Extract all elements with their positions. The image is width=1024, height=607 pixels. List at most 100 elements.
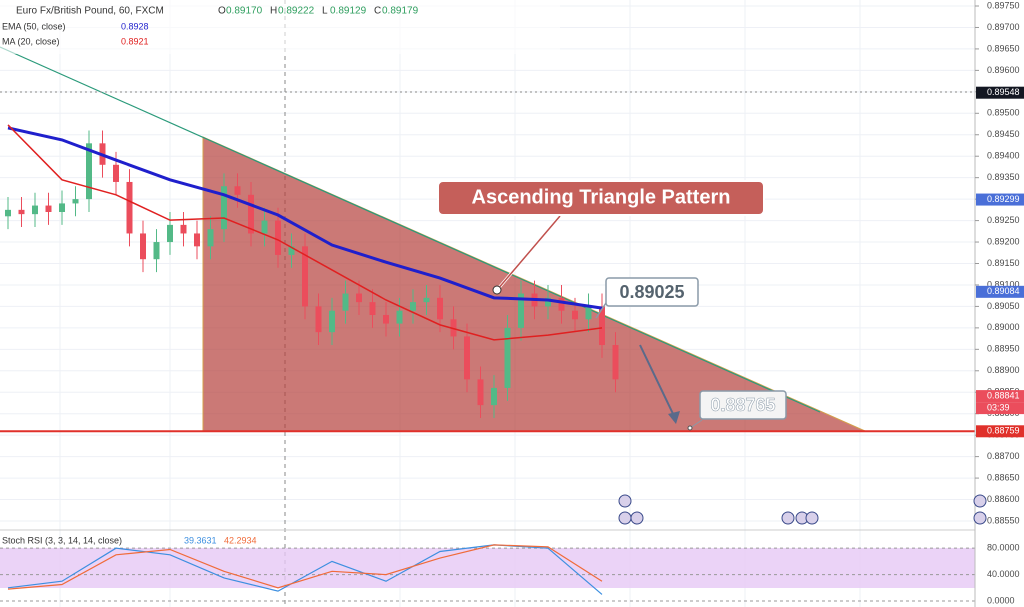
rsi-pane: 80.0000 40.0000 0.0000 xyxy=(0,543,1020,605)
candle-body xyxy=(504,327,511,388)
y-tick-label: 0.89050 xyxy=(987,301,1020,311)
price-label: 0.89299 xyxy=(987,194,1020,204)
candle-body xyxy=(153,242,160,260)
candle-body xyxy=(194,233,200,247)
candle-body xyxy=(180,224,187,234)
y-tick-label: 0.89700 xyxy=(987,22,1020,32)
price-label-box xyxy=(976,193,1024,206)
trend-line xyxy=(0,46,821,413)
candle-body xyxy=(207,229,214,247)
y-tick-label: 0.89750 xyxy=(987,0,1020,10)
price-label: 0.88841 xyxy=(987,390,1020,400)
candle-body xyxy=(126,181,133,234)
annotation: Ascending Triangle Pattern xyxy=(472,186,731,208)
candle-body xyxy=(86,143,92,200)
candle-body xyxy=(315,306,322,333)
candle-body xyxy=(612,345,619,380)
y-tick-label: 80.0000 xyxy=(987,543,1020,553)
annotation: 0.88765 xyxy=(710,395,775,415)
candle-body xyxy=(518,293,524,328)
candle-body xyxy=(275,220,281,255)
y-tick-label: 0.88550 xyxy=(987,515,1020,525)
y-tick-label: 0.89200 xyxy=(987,236,1020,246)
y-tick-label: 0.89150 xyxy=(987,258,1020,268)
rsi-band xyxy=(0,548,975,588)
indicator-value: 0.8921 xyxy=(121,36,149,46)
candle-body xyxy=(585,306,592,320)
indicator-value: 39.3631 xyxy=(184,535,217,545)
candle-body xyxy=(221,186,227,230)
y-tick-label: 0.89400 xyxy=(987,151,1020,161)
price-label-box xyxy=(976,390,1024,403)
candle-body xyxy=(369,302,376,315)
ohlc-key: H xyxy=(270,6,277,17)
symbol-title: Euro Fx/British Pound, 60, FXCM xyxy=(16,6,164,17)
indicator-name: MA (20, close) xyxy=(2,36,60,46)
candle-body xyxy=(477,379,484,406)
y-tick-label: 0.89100 xyxy=(987,279,1020,289)
candle-body xyxy=(396,310,403,324)
candle-body xyxy=(302,246,308,307)
candle-body xyxy=(59,203,65,212)
y-tick-label: 0.89600 xyxy=(987,65,1020,75)
price-label: 0.88759 xyxy=(987,426,1020,436)
candle-body xyxy=(464,336,470,380)
moving-average xyxy=(7,124,603,341)
candle-body xyxy=(261,220,268,234)
ohlc-value: 0.89129 xyxy=(330,6,367,17)
candle-body xyxy=(572,310,578,320)
y-tick-label: 0.89000 xyxy=(987,322,1020,332)
candle-body xyxy=(248,194,254,234)
price-label: 0.89084 xyxy=(987,286,1020,296)
candle-body xyxy=(5,209,11,217)
candle-body xyxy=(599,306,605,346)
y-tick-label: 0.89450 xyxy=(987,129,1020,139)
candle-body xyxy=(342,293,349,311)
candle-body xyxy=(410,302,416,311)
countdown: 03:39 xyxy=(987,402,1010,412)
candle-body xyxy=(491,387,497,406)
y-tick-label: 0.89650 xyxy=(987,43,1020,53)
price-label: 0.89548 xyxy=(987,87,1020,97)
candle-body xyxy=(45,205,52,212)
indicator-name: Stoch RSI (3, 3, 14, 14, close) xyxy=(2,535,122,545)
y-tick-label: 0.88600 xyxy=(987,494,1020,504)
y-tick-label: 0.89350 xyxy=(987,172,1020,182)
ohlc-key: C xyxy=(374,6,381,17)
y-tick-label: 0.0000 xyxy=(987,595,1015,605)
candle-body xyxy=(32,205,38,215)
ohlc: O 0.89170 H 0.89222 L 0.89129 C 0.89179 xyxy=(218,6,419,17)
y-tick-label: 0.88650 xyxy=(987,472,1020,482)
ohlc-value: 0.89222 xyxy=(278,6,315,17)
candle-body xyxy=(140,233,146,260)
candle-body xyxy=(383,314,389,324)
indicator-value: 0.8928 xyxy=(121,21,149,31)
ohlc-value: 0.89170 xyxy=(226,6,263,17)
price-label-box xyxy=(976,285,1024,298)
price-axis: 0.897500.897000.896500.896000.895500.895… xyxy=(975,0,1024,525)
moving-average xyxy=(7,126,603,310)
price-label-box xyxy=(976,86,1024,99)
y-tick-label: 0.89500 xyxy=(987,108,1020,118)
header: Euro Fx/British Pound, 60, FXCM O 0.89170… xyxy=(0,0,560,545)
candle-body xyxy=(18,209,25,215)
plot xyxy=(0,124,975,433)
price-label-box xyxy=(976,425,1024,438)
callout-upper: 0.89025 xyxy=(595,277,699,319)
candle-body xyxy=(356,293,362,303)
y-tick-label: 0.88700 xyxy=(987,451,1020,461)
y-tick-label: 0.89250 xyxy=(987,215,1020,225)
event-icons xyxy=(618,494,987,525)
vertical-grid xyxy=(59,0,861,607)
countdown-box xyxy=(976,402,1024,415)
candle-body xyxy=(558,297,565,311)
annotation: 0.89025 xyxy=(619,282,684,302)
candle-body xyxy=(234,186,241,195)
callout-lower: 0.88765 xyxy=(639,344,787,431)
ohlc-value: 0.89179 xyxy=(382,6,419,17)
candle-body xyxy=(167,224,173,243)
candle-body xyxy=(72,199,79,204)
candle-body xyxy=(423,297,430,303)
